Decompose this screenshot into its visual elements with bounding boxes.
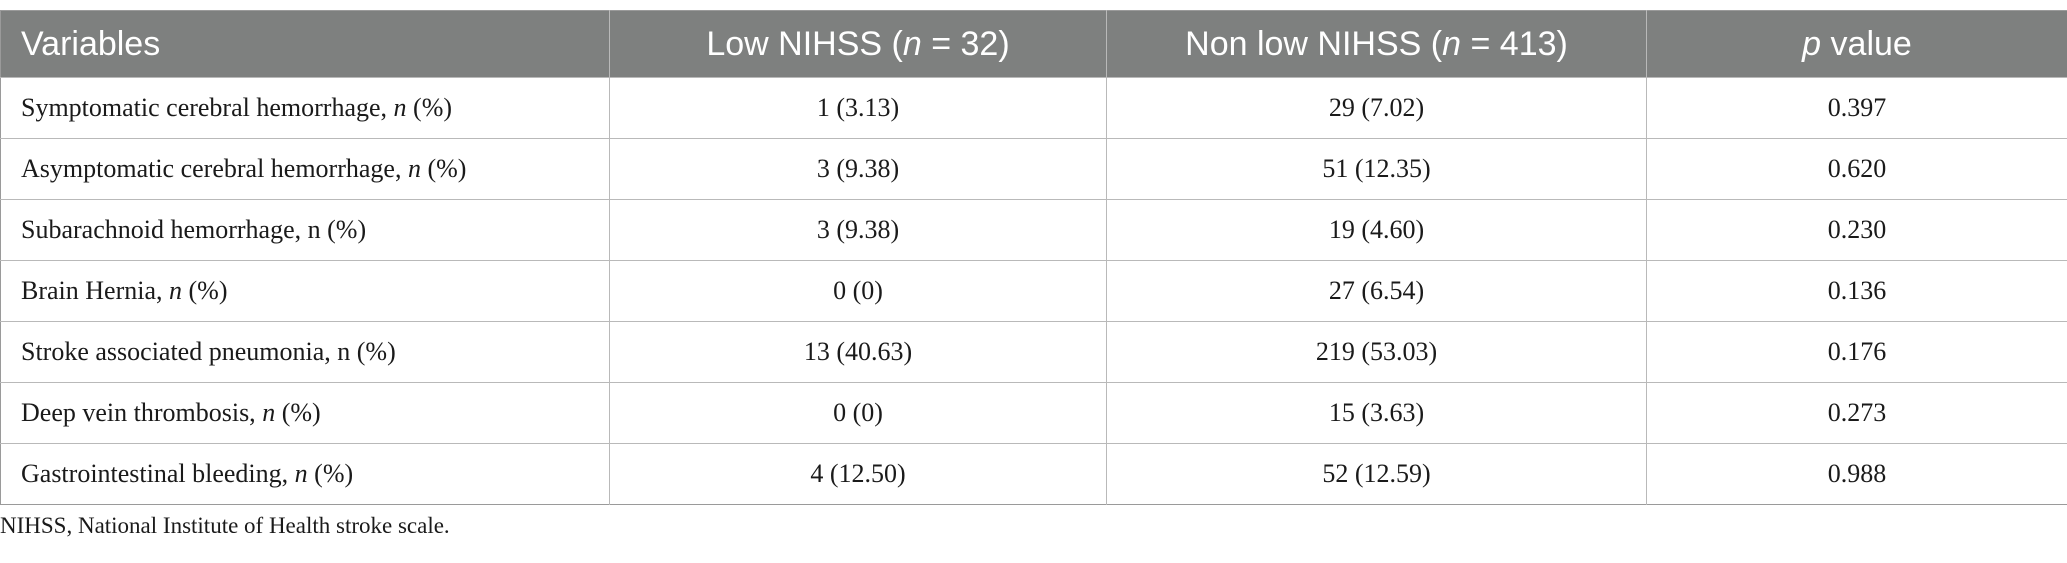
cell-low-nihss: 3 (9.38) [609,138,1107,200]
cell-p-value: 0.273 [1646,382,2067,444]
cell-p-value: 0.230 [1646,199,2067,261]
table-row: Deep vein thrombosis, n (%) 0 (0) 15 (3.… [0,382,2067,444]
table-header-row: Variables Low NIHSS (n = 32) Non low NIH… [0,10,2067,78]
cell-p-value: 0.397 [1646,77,2067,139]
table-row: Stroke associated pneumonia, n (%) 13 (4… [0,321,2067,383]
cell-non-low-nihss: 51 (12.35) [1106,138,1647,200]
cell-low-nihss: 13 (40.63) [609,321,1107,383]
table-row: Subarachnoid hemorrhage, n (%) 3 (9.38) … [0,199,2067,261]
row-label: Symptomatic cerebral hemorrhage, n (%) [0,77,610,139]
header-p-value: p value [1646,10,2067,78]
header-low-nihss: Low NIHSS (n = 32) [609,10,1107,78]
cell-non-low-nihss: 29 (7.02) [1106,77,1647,139]
row-label: Stroke associated pneumonia, n (%) [0,321,610,383]
row-label: Asymptomatic cerebral hemorrhage, n (%) [0,138,610,200]
cell-low-nihss: 0 (0) [609,382,1107,444]
cell-non-low-nihss: 52 (12.59) [1106,443,1647,505]
table-row: Asymptomatic cerebral hemorrhage, n (%) … [0,138,2067,200]
cell-non-low-nihss: 15 (3.63) [1106,382,1647,444]
cell-low-nihss: 3 (9.38) [609,199,1107,261]
cell-non-low-nihss: 19 (4.60) [1106,199,1647,261]
table-row: Gastrointestinal bleeding, n (%) 4 (12.5… [0,443,2067,505]
row-label: Subarachnoid hemorrhage, n (%) [0,199,610,261]
results-table: Variables Low NIHSS (n = 32) Non low NIH… [0,10,2067,505]
cell-p-value: 0.620 [1646,138,2067,200]
cell-low-nihss: 4 (12.50) [609,443,1107,505]
cell-low-nihss: 0 (0) [609,260,1107,322]
table-row: Symptomatic cerebral hemorrhage, n (%) 1… [0,77,2067,139]
table-footnote: NIHSS, National Institute of Health stro… [0,513,450,538]
cell-non-low-nihss: 27 (6.54) [1106,260,1647,322]
header-variables: Variables [0,10,610,78]
row-label: Deep vein thrombosis, n (%) [0,382,610,444]
cell-p-value: 0.136 [1646,260,2067,322]
header-non-low-nihss: Non low NIHSS (n = 413) [1106,10,1647,78]
cell-p-value: 0.176 [1646,321,2067,383]
cell-low-nihss: 1 (3.13) [609,77,1107,139]
row-label: Brain Hernia, n (%) [0,260,610,322]
table-row: Brain Hernia, n (%) 0 (0) 27 (6.54) 0.13… [0,260,2067,322]
cell-p-value: 0.988 [1646,443,2067,505]
cell-non-low-nihss: 219 (53.03) [1106,321,1647,383]
results-table-container: Variables Low NIHSS (n = 32) Non low NIH… [0,10,2067,505]
row-label: Gastrointestinal bleeding, n (%) [0,443,610,505]
